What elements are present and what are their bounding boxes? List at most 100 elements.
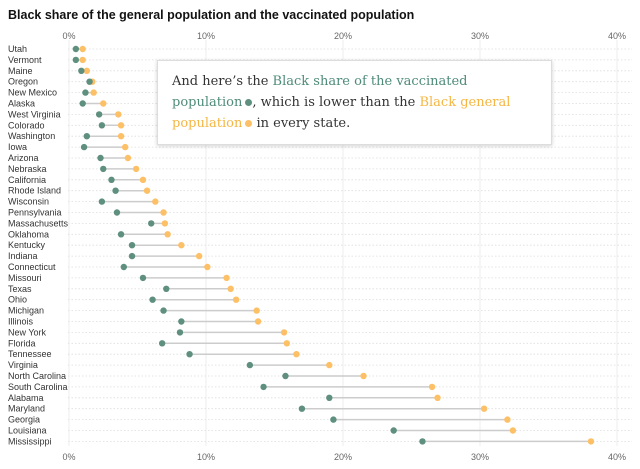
vaccinated-population-dot — [98, 198, 106, 205]
chart-title: Black share of the general population an… — [8, 8, 415, 22]
general-population-dot — [253, 307, 260, 314]
state-label: New York — [8, 327, 47, 337]
state-label: Missouri — [8, 273, 42, 283]
vaccinated-population-dot — [128, 252, 136, 260]
general-population-dot — [121, 143, 129, 151]
state-label: Illinois — [8, 317, 34, 327]
state-label: California — [8, 175, 46, 185]
general-population-dot — [360, 372, 367, 380]
general-population-dot — [117, 133, 125, 140]
state-label: Pennsylvania — [8, 208, 62, 218]
general-population-dot — [161, 220, 169, 227]
state-label: West Virginia — [8, 109, 61, 119]
general-population-dot — [152, 198, 159, 205]
vaccinated-population-dot — [86, 78, 93, 85]
general-population-dot — [509, 427, 517, 434]
general-population-dot — [480, 405, 488, 412]
state-label: Oregon — [8, 77, 38, 87]
vaccinated-population-dot — [112, 187, 119, 194]
vaccinated-label: Black share of the vaccinated population — [172, 74, 468, 110]
general-population-dot — [83, 67, 91, 75]
vaccinated-population-dot — [163, 285, 170, 292]
vaccinated-population-dot — [95, 111, 103, 118]
bottom-tick-label: 40% — [608, 452, 626, 462]
vaccinated-population-dot — [120, 263, 128, 271]
state-label: Vermont — [8, 55, 42, 65]
vaccinated-population-dot — [149, 296, 156, 303]
vaccinated-population-dot — [117, 231, 125, 238]
general-population-dot — [160, 209, 167, 216]
vaccinated-population-dot — [72, 45, 80, 53]
top-tick-label: 30% — [471, 31, 489, 41]
state-label: Alaska — [8, 99, 35, 109]
state-label: Virginia — [8, 360, 38, 370]
top-tick-label: 20% — [334, 31, 352, 41]
vaccinated-population-dot — [326, 394, 333, 401]
general-population-dot — [227, 285, 234, 292]
general-population-dot — [504, 416, 511, 423]
state-label: South Carolina — [8, 382, 68, 392]
vaccinated-population-dot — [246, 361, 254, 369]
state-label: Washington — [8, 131, 55, 141]
vaccinated-population-dot — [260, 383, 267, 391]
state-label: Ohio — [8, 295, 27, 305]
state-label: Mississippi — [8, 436, 52, 446]
vaccinated-population-dot — [330, 416, 337, 423]
general-population-dot — [79, 56, 86, 64]
vaccinated-population-dot — [128, 242, 136, 249]
state-label: Nebraska — [8, 164, 47, 174]
state-label: Colorado — [8, 120, 45, 130]
state-label: Florida — [8, 338, 36, 348]
top-tick-label: 10% — [197, 31, 215, 41]
state-label: Kentucky — [8, 240, 46, 250]
general-population-dot — [223, 274, 230, 282]
general-population-dot — [204, 263, 211, 271]
vaccinated-population-dot — [160, 307, 167, 314]
state-label: Massachusetts — [8, 218, 69, 228]
general-population-dot — [232, 296, 240, 303]
top-tick-label: 40% — [608, 31, 626, 41]
vaccinated-population-dot — [176, 329, 184, 336]
vaccinated-population-dot — [186, 351, 193, 358]
top-tick-label: 0% — [62, 31, 75, 41]
general-population-dot — [254, 318, 262, 325]
state-label: Rhode Island — [8, 186, 61, 196]
vaccinated-population-dot — [83, 133, 91, 140]
vaccinated-dot-icon — [245, 99, 253, 106]
state-label: Indiana — [8, 251, 38, 261]
vaccinated-population-dot — [78, 67, 85, 75]
bottom-tick-label: 0% — [62, 452, 75, 462]
general-population-dot — [326, 361, 333, 369]
vaccinated-population-dot — [108, 176, 115, 183]
state-label: Utah — [8, 44, 27, 54]
vaccinated-population-dot — [298, 405, 306, 412]
general-population-dot — [164, 231, 171, 238]
general-population-dot — [587, 438, 595, 445]
vaccinated-population-dot — [178, 318, 185, 325]
general-population-dot — [143, 187, 151, 194]
vaccinated-population-dot — [419, 438, 426, 445]
general-population-dot — [293, 351, 300, 358]
general-population-dot — [139, 176, 147, 183]
vaccinated-population-dot — [113, 209, 121, 216]
state-label: Iowa — [8, 142, 27, 152]
state-label: North Carolina — [8, 371, 66, 381]
general-population-dot — [79, 45, 86, 53]
state-label: Maine — [8, 66, 33, 76]
vaccinated-population-dot — [139, 274, 147, 282]
state-label: Louisiana — [8, 426, 47, 436]
state-label: Alabama — [8, 393, 44, 403]
general-population-dot — [132, 165, 140, 173]
state-label: Arizona — [8, 153, 39, 163]
general-population-dot — [124, 154, 132, 162]
annotation-text: , which is lower than the — [252, 95, 420, 110]
bottom-tick-label: 20% — [334, 452, 352, 462]
general-population-dot — [428, 383, 436, 391]
vaccinated-population-dot — [282, 372, 289, 380]
vaccinated-population-dot — [80, 143, 88, 151]
state-label: Tennessee — [8, 349, 52, 359]
bottom-tick-label: 30% — [471, 452, 489, 462]
general-population-dot — [178, 242, 185, 249]
general-dot-icon — [245, 120, 253, 127]
general-population-dot — [280, 329, 288, 336]
